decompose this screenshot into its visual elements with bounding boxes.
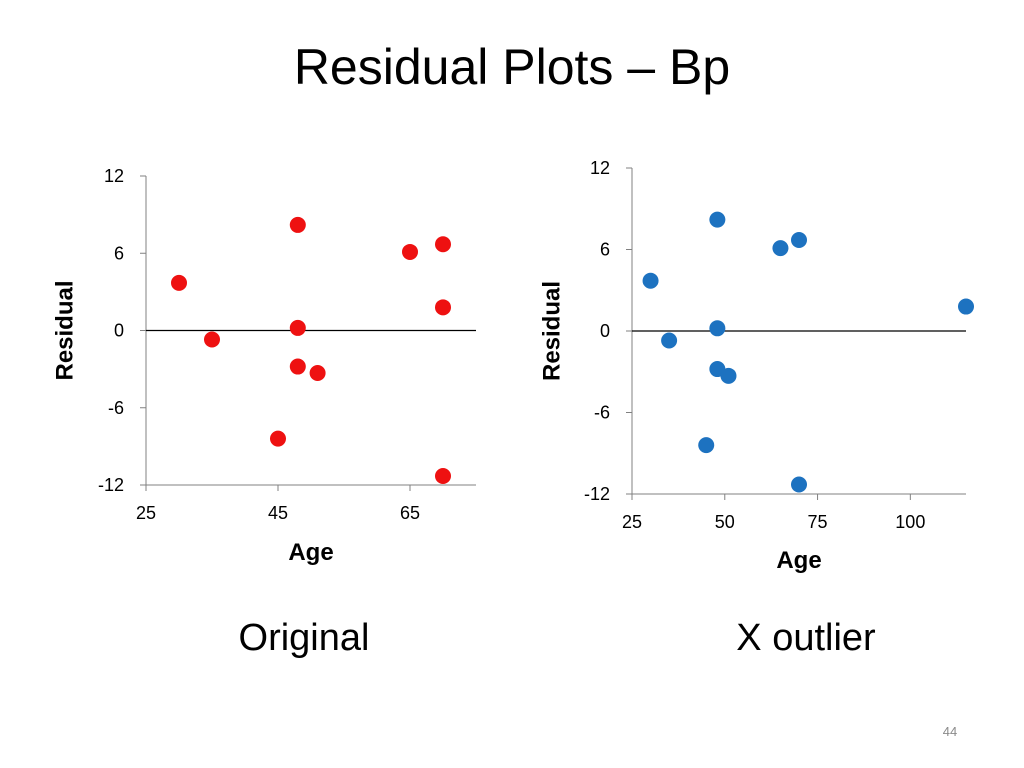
data-point — [791, 476, 807, 493]
caption-original: Original — [238, 617, 370, 659]
y-tick-label: -12 — [584, 484, 610, 504]
x-tick-label: 25 — [622, 512, 642, 532]
x-axis-title: Age — [776, 547, 821, 574]
x-tick-label: 45 — [268, 503, 288, 523]
y-tick-label: 12 — [104, 166, 124, 186]
data-point — [698, 437, 715, 454]
data-point — [435, 236, 451, 253]
y-tick-label: 6 — [114, 243, 124, 263]
x-tick-label: 100 — [895, 512, 925, 532]
data-point — [309, 364, 326, 381]
data-point — [402, 243, 418, 260]
data-point — [772, 240, 789, 257]
data-point — [435, 467, 451, 484]
x-tick-label: 25 — [136, 503, 156, 523]
data-point — [204, 331, 220, 348]
x-axis-title: Age — [288, 539, 333, 566]
data-point — [791, 231, 807, 248]
y-tick-label: 0 — [600, 321, 610, 341]
y-axis-title: Residual — [51, 280, 78, 380]
x-tick-label: 50 — [715, 512, 735, 532]
x-tick-label: 65 — [400, 503, 420, 523]
data-point — [289, 319, 306, 336]
data-point — [720, 367, 737, 384]
slide-title: Residual Plots – Bp — [293, 39, 731, 95]
page-number: 44 — [942, 724, 958, 739]
data-point — [958, 298, 974, 315]
data-point — [642, 272, 659, 289]
caption-x-outlier: X outlier — [736, 617, 876, 659]
data-point — [171, 274, 187, 291]
data-point — [709, 211, 726, 228]
data-point — [289, 358, 306, 375]
y-axis-title: Residual — [538, 281, 565, 381]
data-point — [709, 320, 726, 337]
y-tick-label: 6 — [600, 240, 610, 260]
y-tick-label: -6 — [108, 398, 124, 418]
y-tick-label: 0 — [114, 321, 124, 341]
y-tick-label: 12 — [590, 158, 610, 178]
data-point — [270, 430, 286, 447]
data-point — [661, 332, 678, 349]
y-tick-label: -6 — [594, 403, 610, 423]
x-tick-label: 75 — [808, 512, 828, 532]
data-point — [289, 216, 306, 233]
data-point — [435, 299, 451, 316]
y-tick-label: -12 — [98, 475, 124, 495]
